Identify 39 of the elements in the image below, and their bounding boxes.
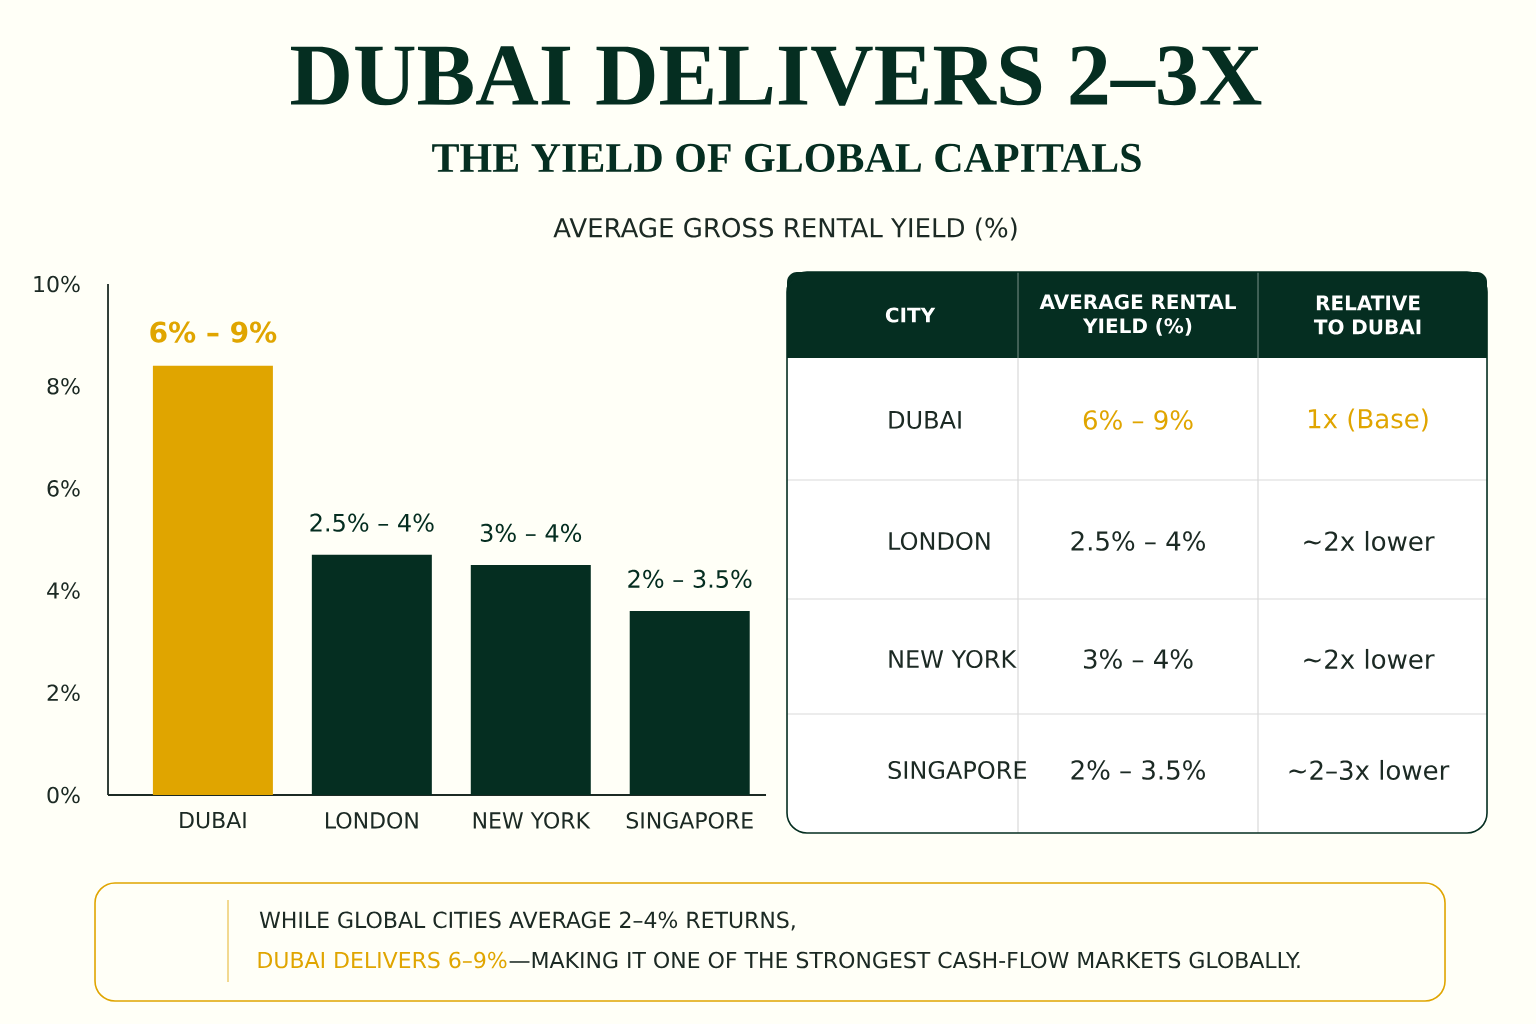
text: CITY <box>885 307 936 323</box>
annotation: 6% – 9% <box>150 321 277 343</box>
bar <box>470 565 591 795</box>
text: AVERAGE GROSS RENTAL YIELD (%) <box>553 217 1017 241</box>
text: AVERAGE RENTAL YIELD (%) <box>1039 294 1236 336</box>
y-tick-label: 8% <box>47 377 80 395</box>
text: NEW YORK <box>889 649 1017 669</box>
x-tick-label: SINGAPORE <box>626 812 753 829</box>
y-tick-label: 6% <box>47 480 80 497</box>
text: ~2x lower <box>1304 648 1435 670</box>
y-tick-label: 10% <box>34 275 80 293</box>
annotation: 2% – 3.5% <box>628 569 752 588</box>
y-tick-label: 4% <box>47 582 80 599</box>
annotation: 2.5% – 4% <box>310 513 434 532</box>
text: 2.5% – 4% <box>1071 531 1205 551</box>
text: 6% – 9% <box>1083 410 1193 430</box>
x-tick-label: DUBAI <box>180 812 246 829</box>
annotation: 3% – 4% <box>480 523 582 542</box>
bar <box>311 554 432 795</box>
y-tick-label: 0% <box>47 786 80 804</box>
x-tick-label: LONDON <box>326 812 418 829</box>
text: 3% – 4% <box>1083 649 1193 669</box>
text: RELATIVE TO DUBAI <box>1313 295 1421 335</box>
text: ~2–3x lower <box>1289 759 1450 781</box>
y-tick-label: 2% <box>47 684 80 702</box>
x-tick-label: NEW YORK <box>473 812 591 829</box>
text: SINGAPORE <box>888 760 1027 780</box>
text: LONDON <box>889 531 990 551</box>
bar <box>629 611 750 795</box>
chart-title: DUBAI DELIVERS 2–3X <box>291 46 1262 106</box>
text: 2% – 3.5% <box>1071 760 1205 780</box>
text: WHILE GLOBAL CITIES AVERAGE 2–4% RETURNS, <box>259 911 795 931</box>
bar <box>152 365 273 795</box>
text: ~2x lower <box>1304 530 1435 552</box>
text: 1x (Base) <box>1308 408 1428 432</box>
text: DUBAI DELIVERS 6–9% <box>258 951 507 969</box>
text: DUBAI <box>889 411 961 429</box>
text: —MAKING IT ONE OF THE STRONGEST CASH-FLOW MARKETS GLOBALLY. <box>509 951 1300 969</box>
chart-subtitle: THE YIELD OF GLOBAL CAPITALS <box>432 143 1141 173</box>
